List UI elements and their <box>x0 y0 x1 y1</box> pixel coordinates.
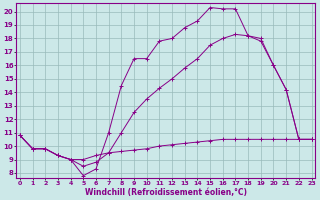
X-axis label: Windchill (Refroidissement éolien,°C): Windchill (Refroidissement éolien,°C) <box>85 188 247 197</box>
